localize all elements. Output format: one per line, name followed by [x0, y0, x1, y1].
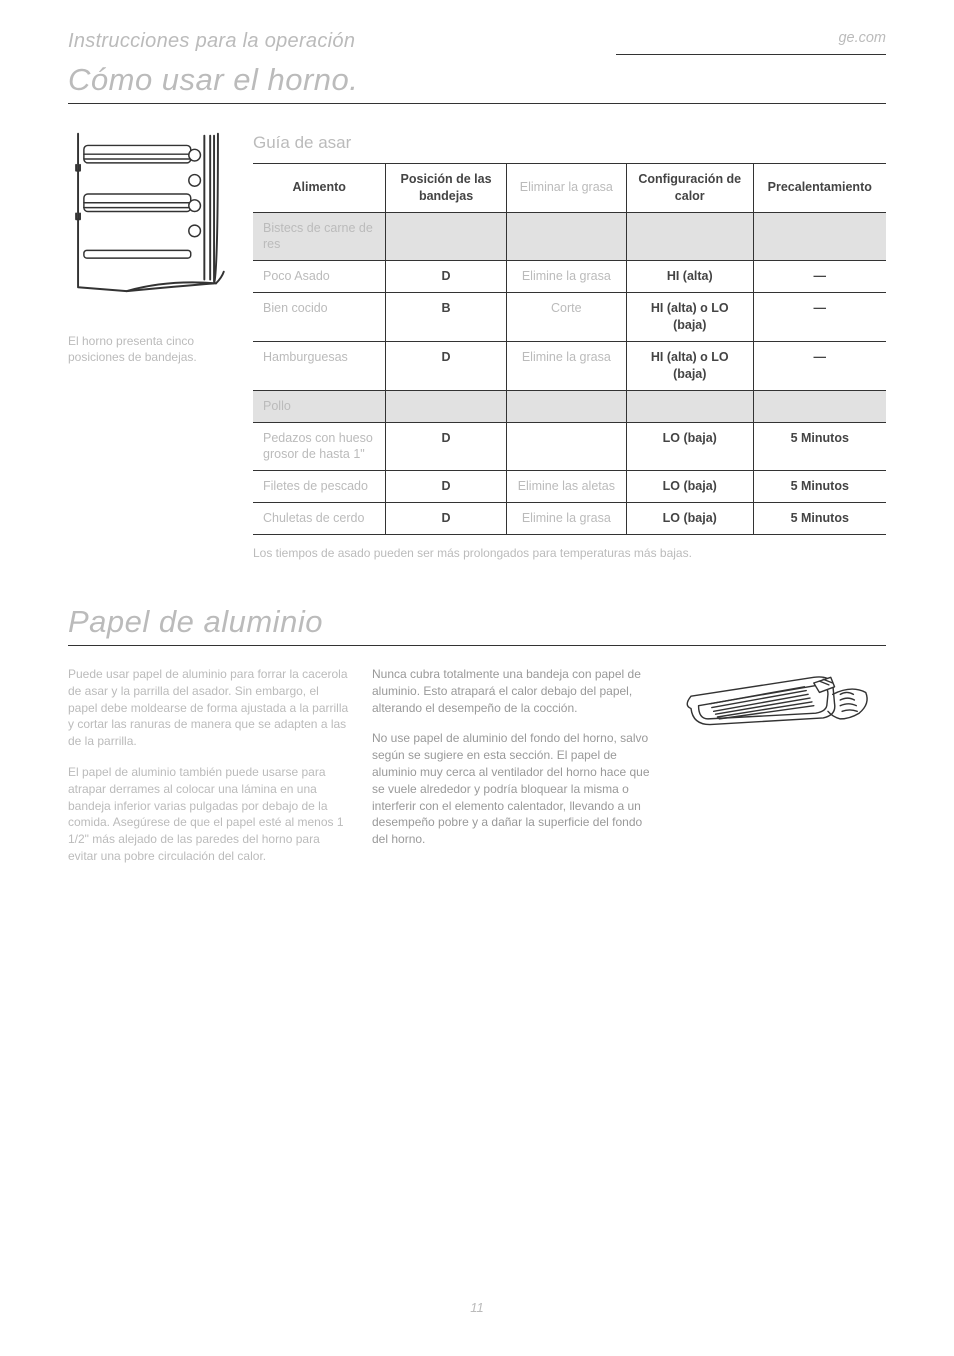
rack-positions-illustration	[68, 126, 228, 296]
row-burger-heat: HI (alta) o LO (baja)	[626, 341, 753, 390]
row-welldone-grease: Corte	[506, 293, 626, 342]
th-preheat: Precalentamiento	[753, 163, 886, 212]
row-pork-pos: D	[386, 503, 506, 535]
row-fish-food: Filetes de pescado	[253, 471, 386, 503]
row-pork-grease: Elimine la grasa	[506, 503, 626, 535]
row-fish-preheat: 5 Minutos	[753, 471, 886, 503]
row-pork-heat: LO (baja)	[626, 503, 753, 535]
th-position: Posición de las bandejas	[386, 163, 506, 212]
row-welldone-heat: HI (alta) o LO (baja)	[626, 293, 753, 342]
row-welldone-food: Bien cocido	[253, 293, 386, 342]
row-pork-preheat: 5 Minutos	[753, 503, 886, 535]
row-chickenpcs-pos: D	[386, 422, 506, 471]
row-burger-preheat: —	[753, 341, 886, 390]
row-burger-food: Hamburguesas	[253, 341, 386, 390]
row-burger-grease: Elimine la grasa	[506, 341, 626, 390]
row-rare-food: Poco Asado	[253, 261, 386, 293]
guide-subtitle: Guía de asar	[253, 132, 886, 155]
row-beef-header: Bistecs de carne de res	[253, 212, 386, 261]
th-grease: Eliminar la grasa	[506, 163, 626, 212]
row-chickenpcs-preheat: 5 Minutos	[753, 422, 886, 471]
th-heat: Configuración de calor	[626, 163, 753, 212]
website-url: ge.com	[838, 29, 886, 49]
th-food: Alimento	[253, 163, 386, 212]
row-pork-food: Chuletas de cerdo	[253, 503, 386, 535]
row-rare-grease: Elimine la grasa	[506, 261, 626, 293]
row-chicken-header: Pollo	[253, 390, 386, 422]
row-rare-pos: D	[386, 261, 506, 293]
row-chickenpcs-food: Pedazos con hueso grosor de hasta 1"	[253, 422, 386, 471]
row-burger-pos: D	[386, 341, 506, 390]
page-number: 11	[68, 1299, 886, 1317]
alu-para-4: No use papel de aluminio del fondo del h…	[372, 730, 654, 848]
row-fish-grease: Elimine las aletas	[506, 471, 626, 503]
section-title-2: Papel de aluminio	[68, 601, 886, 643]
row-rare-preheat: —	[753, 261, 886, 293]
alu-para-1: Puede usar papel de aluminio para forrar…	[68, 666, 350, 750]
row-welldone-preheat: —	[753, 293, 886, 342]
row-fish-pos: D	[386, 471, 506, 503]
section-title-1: Cómo usar el horno.	[68, 59, 886, 101]
row-chickenpcs-heat: LO (baja)	[626, 422, 753, 471]
row-fish-heat: LO (baja)	[626, 471, 753, 503]
rack-caption: El horno presenta cinco posiciones de ba…	[68, 333, 233, 365]
page-instructions-label: Instrucciones para la operación	[68, 28, 355, 55]
row-chickenpcs-grease	[506, 422, 626, 471]
alu-para-3: Nunca cubra totalmente una bandeja con p…	[372, 666, 654, 716]
row-rare-heat: HI (alta)	[626, 261, 753, 293]
alu-para-2: El papel de aluminio también puede usars…	[68, 764, 350, 865]
row-welldone-pos: B	[386, 293, 506, 342]
broil-guide-table: Alimento Posición de las bandejas Elimin…	[253, 163, 886, 535]
broiler-pan-illustration	[676, 666, 876, 751]
website-container: ge.com	[616, 29, 886, 55]
table-footnote: Los tiempos de asado pueden ser más prol…	[253, 545, 886, 561]
